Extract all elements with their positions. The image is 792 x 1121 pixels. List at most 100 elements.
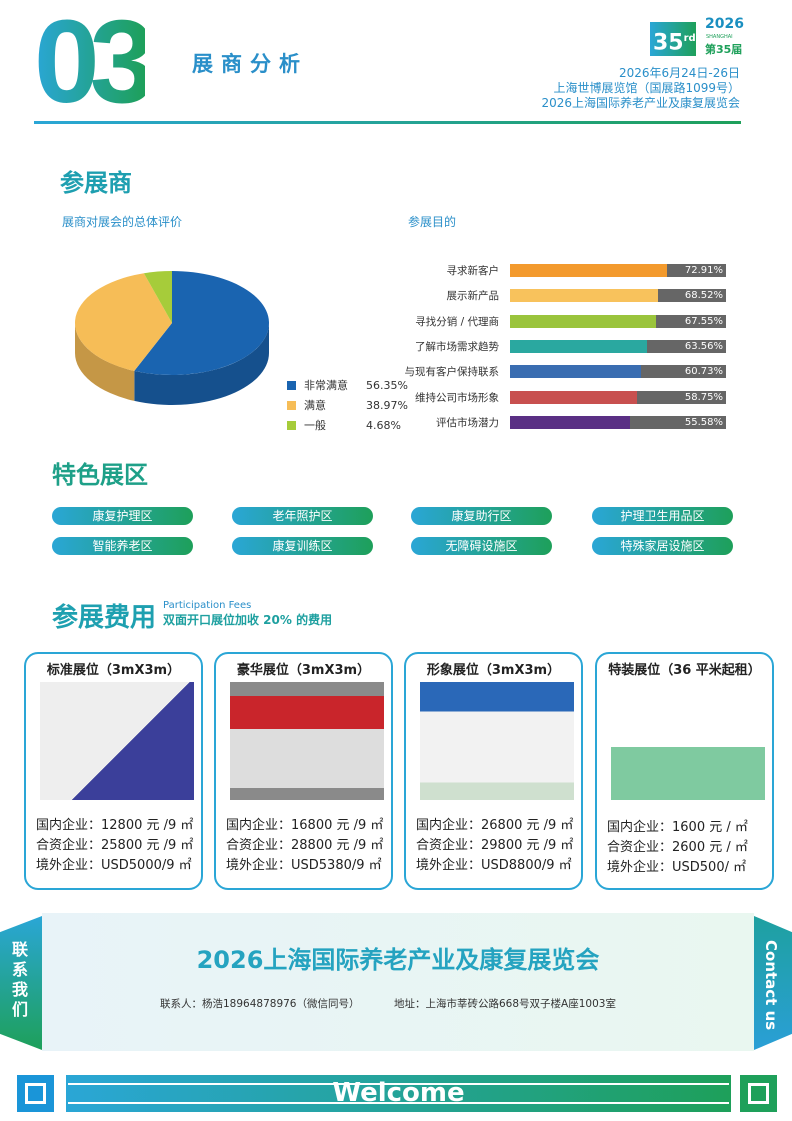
section-number: 03 bbox=[34, 0, 155, 128]
bar-track: 67.55% bbox=[510, 314, 726, 328]
bar-track: 63.56% bbox=[510, 339, 726, 353]
header-divider bbox=[34, 121, 741, 124]
badge-city: SHANGHAI bbox=[706, 34, 733, 40]
fee-price-line: 合资企业：25800 元 /9 ㎡ bbox=[36, 838, 194, 853]
fee-price-line: 国内企业：12800 元 /9 ㎡ bbox=[36, 818, 194, 833]
bar-title: 参展目的 bbox=[408, 215, 457, 229]
bar-row: 寻求新客户 72.91% bbox=[380, 264, 737, 277]
bar-label: 寻求新客户 bbox=[446, 265, 500, 277]
bar-label: 评估市场潜力 bbox=[436, 416, 499, 429]
legend-label: 非常满意 bbox=[304, 379, 348, 392]
legend-value: 4.68% bbox=[366, 418, 401, 432]
contact-flag-right bbox=[754, 916, 792, 1050]
bar-row: 与现有客户保持联系 60.73% bbox=[380, 365, 737, 379]
fee-price-line: 国内企业：26800 元 /9 ㎡ bbox=[416, 818, 574, 833]
legend-item: 一般 4.68% bbox=[287, 417, 401, 433]
fees-note: 双面开口展位加收 20% 的费用 bbox=[163, 613, 333, 627]
bar-fill bbox=[510, 365, 642, 379]
bar-fill bbox=[510, 415, 631, 429]
fee-price-line: 合资企业：2600 元 / ㎡ bbox=[607, 840, 748, 855]
badge-number: 35 bbox=[653, 30, 684, 56]
edition-badge: 35rd bbox=[650, 22, 696, 56]
legend-value: 38.97% bbox=[366, 398, 408, 412]
legend-label: 满意 bbox=[304, 399, 326, 412]
zone-tag: 智能养老区 bbox=[52, 537, 193, 555]
event-name: 2026上海国际养老产业及康复展览会 bbox=[541, 96, 740, 110]
contact-address: 地址：上海市莘砖公路668号双子楼A座1003室 bbox=[394, 998, 616, 1010]
booth-image bbox=[611, 682, 765, 800]
bar-value: 60.73% bbox=[684, 366, 723, 378]
fee-price-line: 境外企业：USD5380/9 ㎡ bbox=[226, 858, 382, 873]
fee-price-line: 境外企业：USD5000/9 ㎡ bbox=[36, 858, 192, 873]
fee-price-line: 合资企业：29800 元 /9 ㎡ bbox=[416, 838, 574, 853]
bar-value: 55.58% bbox=[684, 416, 723, 428]
fee-card-title: 标准展位（3mX3m） bbox=[46, 663, 181, 678]
legend-swatch bbox=[287, 420, 296, 430]
bar-value: 58.75% bbox=[684, 391, 723, 403]
zone-tag: 康复助行区 bbox=[411, 507, 552, 525]
welcome-banner: Welcome bbox=[66, 1075, 731, 1112]
bar-value: 67.55% bbox=[684, 315, 723, 327]
fee-price-line: 境外企业：USD8800/9 ㎡ bbox=[416, 858, 572, 873]
welcome-text: Welcome bbox=[332, 1078, 465, 1108]
zone-tag: 护理卫生用品区 bbox=[592, 507, 733, 525]
bar-track: 55.58% bbox=[510, 415, 726, 429]
bar-fill bbox=[510, 390, 637, 404]
bar-track: 72.91% bbox=[510, 264, 726, 277]
zone-tag: 无障碍设施区 bbox=[411, 537, 552, 555]
badge-year: 2026 bbox=[705, 16, 744, 32]
exhibitors-title: 参展商 bbox=[60, 169, 132, 197]
contact-flag-left bbox=[0, 916, 42, 1050]
pie-title: 展商对展会的总体评价 bbox=[62, 215, 183, 229]
fees-title-en: Participation Fees bbox=[163, 600, 252, 611]
pie-slice-非常满意 bbox=[134, 271, 269, 375]
event-venue: 上海世博展览馆（国展路1099号） bbox=[553, 81, 740, 95]
booth-image bbox=[230, 682, 384, 800]
bar-row: 寻找分销 / 代理商 67.55% bbox=[380, 314, 737, 328]
contact-side-left: 联系我们 bbox=[12, 940, 29, 1019]
badge-sup: rd bbox=[683, 33, 696, 44]
bar-row: 了解市场需求趋势 63.56% bbox=[380, 339, 737, 353]
fee-price-line: 国内企业：1600 元 / ㎡ bbox=[607, 820, 748, 835]
fee-price-line: 境外企业：USD500/ ㎡ bbox=[607, 860, 747, 875]
pie-side-1 bbox=[75, 323, 135, 401]
fee-card-title: 形象展位（3mX3m） bbox=[426, 663, 561, 678]
contact-person: 联系人：杨浩18964878976（微信同号） bbox=[160, 998, 360, 1010]
zone-tag: 康复护理区 bbox=[52, 507, 193, 525]
bar-fill bbox=[510, 339, 648, 353]
badge-edition: 第35届 bbox=[705, 43, 743, 56]
legend-item: 满意 38.97% bbox=[287, 397, 408, 413]
pie-slice-满意 bbox=[74, 273, 172, 371]
bar-track: 68.52% bbox=[510, 289, 726, 303]
bar-fill bbox=[510, 314, 656, 328]
zone-tag: 康复训练区 bbox=[232, 537, 373, 555]
zone-tag: 老年照护区 bbox=[232, 507, 373, 525]
bar-label: 展示新产品 bbox=[446, 290, 500, 303]
zones-title: 特色展区 bbox=[52, 461, 148, 489]
pie-slice-一般 bbox=[143, 271, 172, 323]
pie-chart bbox=[74, 271, 269, 405]
bar-value: 68.52% bbox=[684, 290, 723, 302]
bar-track: 60.73% bbox=[510, 365, 726, 379]
contact-panel bbox=[42, 913, 754, 1051]
contact-side-right: Contact us bbox=[762, 940, 780, 1031]
frame-icon-left bbox=[17, 1075, 54, 1112]
fees-title: 参展费用 bbox=[52, 603, 157, 633]
bar-value: 72.91% bbox=[684, 265, 723, 276]
section-title: 展商分析 bbox=[190, 50, 310, 78]
legend-item: 非常满意 56.35% bbox=[287, 377, 408, 393]
fee-card-title: 豪华展位（3mX3m） bbox=[236, 663, 371, 678]
fee-price-line: 国内企业：16800 元 /9 ㎡ bbox=[226, 818, 384, 833]
bar-row: 维持公司市场形象 58.75% bbox=[380, 390, 737, 404]
event-date: 2026年6月24日-26日 bbox=[618, 66, 740, 80]
bar-value: 63.56% bbox=[684, 340, 723, 352]
legend-swatch bbox=[287, 400, 296, 410]
legend-label: 一般 bbox=[304, 419, 326, 432]
bar-label: 与现有客户保持联系 bbox=[404, 366, 500, 379]
